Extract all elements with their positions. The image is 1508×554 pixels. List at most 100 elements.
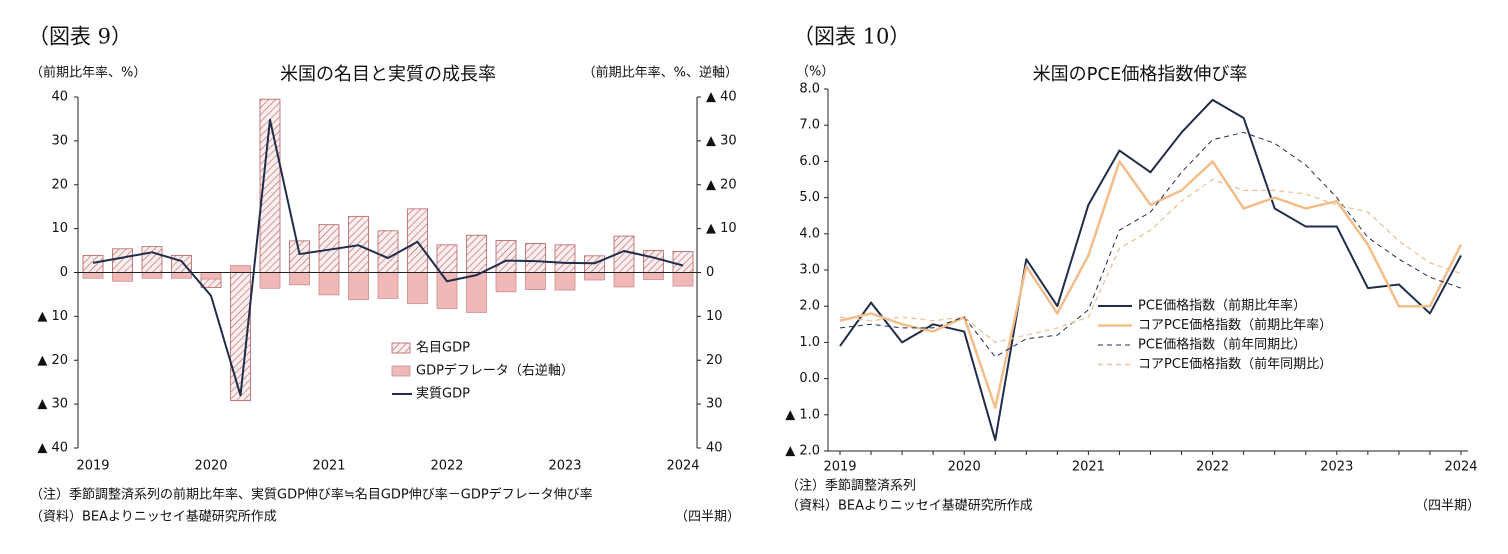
y-tick-label: 0: [60, 265, 68, 280]
y2-tick-label: 40: [706, 441, 723, 456]
x-tick-label: 2020: [948, 460, 981, 475]
y-tick-label: 10: [51, 221, 68, 236]
legend-label: PCE価格指数（前年同期比）: [1138, 337, 1306, 353]
x-tick-label: 2024: [666, 459, 699, 474]
legend-swatch: [391, 342, 411, 354]
y2-tick-label: ▲ 30: [706, 133, 737, 148]
x-unit: （四半期）: [675, 510, 740, 525]
y2-tick-label: ▲ 40: [706, 90, 737, 105]
bar: [200, 272, 222, 280]
legend-swatch: [391, 365, 411, 377]
bar: [377, 272, 399, 299]
y-tick-label: 0.0: [799, 371, 820, 386]
chart-title: 米国のPCE価格指数伸び率: [1033, 64, 1248, 85]
bar: [141, 246, 163, 273]
y2-tick-label: 10: [706, 309, 723, 324]
bar: [141, 272, 163, 279]
bar: [466, 272, 487, 313]
line: [92, 118, 684, 397]
line: [839, 160, 1463, 409]
bar: [554, 244, 576, 273]
y-tick-label: 40: [51, 90, 68, 105]
bar: [584, 272, 605, 281]
note: （注）季節調整済系列の前期比年率、実質GDP伸び率≒名目GDP伸び率－GDPデフ…: [30, 487, 593, 503]
bar: [289, 272, 310, 286]
y-tick-label: 8.0: [799, 82, 820, 97]
x-tick-label: 2023: [1320, 460, 1353, 475]
bar: [230, 265, 251, 273]
y-tick-label: 2.0: [799, 299, 820, 314]
y-tick-label: 3.0: [799, 263, 820, 278]
y-tick-label: ▲ 1.0: [785, 407, 820, 422]
y-tick-label: 6.0: [799, 154, 820, 169]
line: [839, 98, 1462, 442]
legend-label: 名目GDP: [416, 340, 470, 356]
y2-tick-label: 30: [706, 397, 723, 412]
y-tick-label: 7.0: [799, 118, 820, 133]
y-axis-label: （%）: [796, 65, 834, 80]
x-tick-label: 2019: [76, 459, 109, 474]
legend-label: コアPCE価格指数（前期比年率）: [1138, 317, 1332, 333]
chart-title: 米国の名目と実質の成長率: [280, 64, 496, 85]
bar: [171, 272, 192, 279]
bar: [289, 240, 310, 273]
x-tick-label: 2021: [312, 459, 345, 474]
bar: [112, 248, 133, 273]
bar: [643, 250, 664, 273]
bar: [259, 272, 281, 289]
figure-label: （図表 9）: [28, 25, 132, 49]
bar: [466, 234, 487, 273]
legend-label: PCE価格指数（前期比年率）: [1138, 298, 1306, 314]
bar: [82, 272, 104, 279]
bar: [436, 272, 458, 309]
y2-tick-label: ▲ 20: [706, 177, 737, 192]
x-tick-label: 2022: [1196, 460, 1229, 475]
bar: [318, 272, 340, 296]
x-tick-label: 2023: [548, 459, 581, 474]
legend-label: コアPCE価格指数（前年同期比）: [1138, 356, 1332, 372]
bar: [554, 272, 576, 291]
bar: [82, 254, 104, 273]
bar: [672, 272, 694, 287]
line: [839, 178, 1462, 343]
x-tick-label: 2020: [194, 459, 227, 474]
line: [839, 131, 1462, 358]
note: （資料）BEAよりニッセイ基礎研究所作成: [786, 498, 1033, 514]
y-tick-label: 5.0: [799, 190, 820, 205]
bar: [613, 272, 635, 288]
legend-label: GDPデフレータ（右逆軸）: [416, 363, 574, 379]
y2-tick-label: 20: [706, 353, 723, 368]
bar: [348, 272, 369, 301]
note: （資料）BEAよりニッセイ基礎研究所作成: [30, 509, 277, 525]
y-tick-label: ▲ 2.0: [785, 444, 820, 459]
y-tick-label: ▲ 40: [37, 441, 68, 456]
bar: [407, 208, 428, 273]
legend-box: [384, 336, 582, 410]
bar: [672, 251, 694, 273]
y-tick-label: 20: [51, 177, 68, 192]
legend-label: 実質GDP: [416, 386, 470, 402]
y-tick-label: 4.0: [799, 226, 820, 241]
y2-tick-label: 0: [706, 265, 714, 280]
note: （注）季節調整済系列: [786, 478, 916, 494]
x-unit: （四半期）: [1415, 499, 1480, 514]
y2-axis-label: （前期比年率、%、逆軸）: [583, 65, 738, 81]
bar: [525, 272, 546, 291]
y-axis-label: （前期比年率、%）: [30, 65, 146, 81]
bar: [112, 272, 133, 282]
x-tick-label: 2022: [430, 459, 463, 474]
x-tick-label: 2019: [823, 460, 856, 475]
bar: [407, 272, 428, 305]
y-tick-label: ▲ 10: [37, 309, 68, 324]
y-tick-label: 30: [51, 133, 68, 148]
bar: [436, 244, 458, 273]
y-tick-label: ▲ 30: [37, 397, 68, 412]
x-tick-label: 2024: [1444, 460, 1477, 475]
y2-tick-label: ▲ 10: [706, 221, 737, 236]
x-tick-label: 2021: [1072, 460, 1105, 475]
bar: [377, 230, 399, 273]
y-tick-label: 1.0: [799, 335, 820, 350]
bar: [643, 272, 664, 280]
